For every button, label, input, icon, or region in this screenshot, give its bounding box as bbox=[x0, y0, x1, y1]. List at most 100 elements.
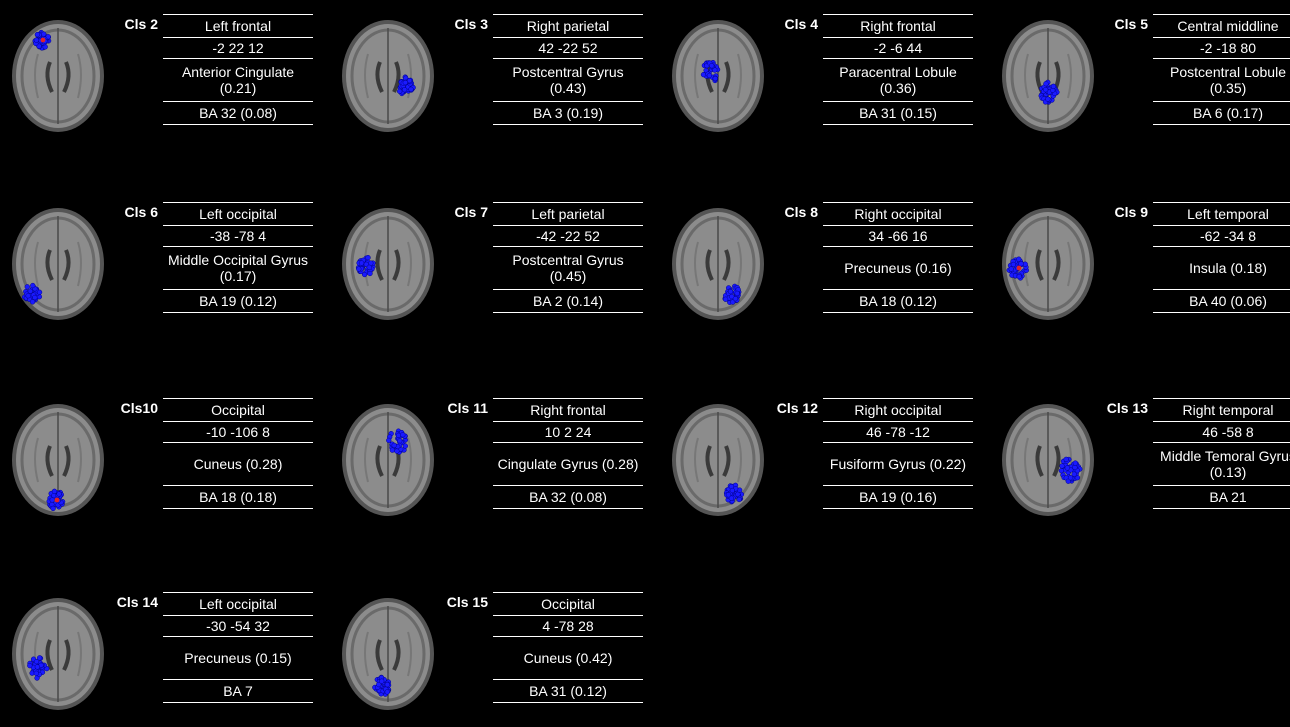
region-cell-text: Right parietal bbox=[526, 18, 610, 34]
source-dot bbox=[709, 63, 715, 69]
source-dot bbox=[1058, 468, 1065, 474]
coordinates-cell-text: -38 -78 4 bbox=[209, 228, 267, 244]
region-cell: Central middline bbox=[1153, 14, 1290, 37]
cluster-panel: Cls 3 Right parietal 42 -22 52 Postcentral … bbox=[338, 14, 658, 149]
brodmann-area-cell: BA 19 (0.16) bbox=[823, 485, 973, 509]
cluster-label: Cls 14 bbox=[116, 594, 158, 610]
cluster-panel: Cls 8 Right occipital 34 -66 16 Precuneus (… bbox=[668, 202, 988, 337]
source-dot bbox=[366, 264, 372, 270]
coordinates-cell-text: 10 2 24 bbox=[544, 424, 592, 440]
source-dot bbox=[397, 88, 403, 94]
structure-cell-text: Fusiform Gyrus (0.22) bbox=[829, 456, 967, 472]
source-dot bbox=[379, 678, 385, 684]
region-cell: Left frontal bbox=[163, 14, 313, 37]
cluster-label: Cls 13 bbox=[1106, 400, 1148, 416]
source-dot bbox=[358, 260, 365, 266]
structure-cell: Paracentral Lobule (0.36) bbox=[823, 58, 973, 101]
source-dot bbox=[401, 87, 408, 93]
sulci bbox=[694, 53, 742, 99]
ventricles bbox=[45, 249, 71, 281]
cluster-panel: Cls 11 Right frontal 10 2 24 Cingulate Gyru… bbox=[338, 398, 658, 533]
cluster-panel: Cls10 Occipital -10 -106 8 Cuneus (0.28) BA … bbox=[8, 398, 328, 533]
region-cell-text: Left parietal bbox=[531, 206, 605, 222]
structure-cell: Fusiform Gyrus (0.22) bbox=[823, 442, 973, 485]
source-dot bbox=[1043, 81, 1049, 87]
source-dot bbox=[395, 432, 402, 439]
region-cell: Right occipital bbox=[823, 398, 973, 421]
cluster-panel: Cls 6 Left occipital -38 -78 4 Middle Occip… bbox=[8, 202, 328, 337]
source-dot bbox=[402, 443, 408, 449]
brain-slice-image bbox=[342, 208, 434, 320]
source-dot bbox=[24, 284, 30, 290]
sulci bbox=[34, 437, 82, 483]
source-dot bbox=[712, 67, 718, 73]
source-dot bbox=[712, 75, 718, 82]
cluster-info-table: Left temporal -62 -34 8 Insula (0.18) BA 40… bbox=[1153, 202, 1290, 313]
coordinates-cell: 46 -78 -12 bbox=[823, 421, 973, 442]
region-cell-text: Right temporal bbox=[1182, 402, 1274, 418]
cluster-info-table: Right occipital 46 -78 -12 Fusiform Gyrus … bbox=[823, 398, 973, 509]
brodmann-area-cell: BA 31 (0.12) bbox=[493, 679, 643, 703]
region-cell: Left temporal bbox=[1153, 202, 1290, 225]
brain-slice-image bbox=[342, 598, 434, 710]
region-cell-text: Left frontal bbox=[204, 18, 272, 34]
cluster-panel: Cls 2 Left frontal -2 22 12 Anterior Cingul… bbox=[8, 14, 328, 149]
coordinates-cell: -2 22 12 bbox=[163, 37, 313, 58]
region-cell: Left occipital bbox=[163, 592, 313, 615]
source-dot bbox=[36, 289, 43, 295]
structure-cell-text: Middle Occipital Gyrus (0.17) bbox=[167, 252, 309, 284]
cluster-label: Cls 8 bbox=[784, 204, 818, 220]
brain-slice-image bbox=[1002, 404, 1094, 516]
structure-cell-text: Cuneus (0.42) bbox=[523, 650, 613, 666]
coordinates-cell: 4 -78 28 bbox=[493, 615, 643, 636]
source-dot bbox=[33, 658, 40, 665]
cluster-panel: Cls 13 Right temporal 46 -58 8 Middle Temor… bbox=[998, 398, 1290, 533]
cluster-info-table: Occipital 4 -78 28 Cuneus (0.42) BA 31 (0.1… bbox=[493, 592, 643, 703]
structure-cell-text: Insula (0.18) bbox=[1189, 260, 1267, 276]
source-dot bbox=[1072, 464, 1078, 471]
cluster-label: Cls 12 bbox=[776, 400, 818, 416]
source-dot bbox=[25, 293, 31, 299]
brain-slice-image bbox=[342, 404, 434, 516]
source-dot bbox=[1059, 463, 1065, 469]
source-dot bbox=[1072, 460, 1079, 466]
coordinates-cell: 34 -66 16 bbox=[823, 225, 973, 246]
region-cell: Left occipital bbox=[163, 202, 313, 225]
source-dot bbox=[365, 254, 371, 261]
coordinates-cell: -62 -34 8 bbox=[1153, 225, 1290, 246]
structure-cell: Middle Temoral Gyrus (0.13) bbox=[1153, 442, 1290, 485]
coordinates-cell: 46 -58 8 bbox=[1153, 421, 1290, 442]
structure-cell-text: Middle Temoral Gyrus (0.13) bbox=[1160, 448, 1290, 480]
ventricles bbox=[705, 445, 731, 477]
source-dot bbox=[728, 495, 735, 501]
source-dot bbox=[408, 86, 414, 92]
coordinates-cell: -42 -22 52 bbox=[493, 225, 643, 246]
region-cell-text: Right frontal bbox=[530, 402, 606, 418]
source-dot bbox=[33, 37, 40, 43]
sulci bbox=[364, 631, 412, 677]
source-dot bbox=[51, 488, 58, 494]
brain-slice-image bbox=[672, 404, 764, 516]
coordinates-cell: -38 -78 4 bbox=[163, 225, 313, 246]
cluster-panel: Cls 9 Left temporal -62 -34 8 Insula (0.18)… bbox=[998, 202, 1290, 337]
coordinates-cell-text: -2 22 12 bbox=[212, 40, 264, 56]
brain-slice-image bbox=[12, 404, 104, 516]
coordinates-cell: -10 -106 8 bbox=[163, 421, 313, 442]
region-cell-text: Left temporal bbox=[1187, 206, 1269, 222]
cluster-info-table: Central middline -2 -18 80 Postcentral Lob… bbox=[1153, 14, 1290, 125]
brodmann-area-cell-text: BA 6 (0.17) bbox=[1192, 105, 1264, 121]
region-cell: Right temporal bbox=[1153, 398, 1290, 421]
highlight-dot bbox=[54, 497, 60, 503]
source-dot bbox=[394, 448, 400, 454]
structure-cell-text: Postcentral Gyrus (0.43) bbox=[512, 64, 624, 96]
brodmann-area-cell-text: BA 32 (0.08) bbox=[529, 489, 607, 505]
sulci bbox=[34, 241, 82, 287]
source-dot bbox=[29, 299, 36, 305]
region-cell: Right frontal bbox=[493, 398, 643, 421]
brodmann-area-cell: BA 6 (0.17) bbox=[1153, 101, 1290, 125]
structure-cell: Postcentral Lobule (0.35) bbox=[1153, 58, 1290, 101]
highlight-dot bbox=[1016, 265, 1022, 271]
coordinates-cell-text: -2 -6 44 bbox=[873, 40, 923, 56]
cluster-info-table: Left occipital -38 -78 4 Middle Occipital … bbox=[163, 202, 313, 313]
ventricles bbox=[1035, 445, 1061, 477]
